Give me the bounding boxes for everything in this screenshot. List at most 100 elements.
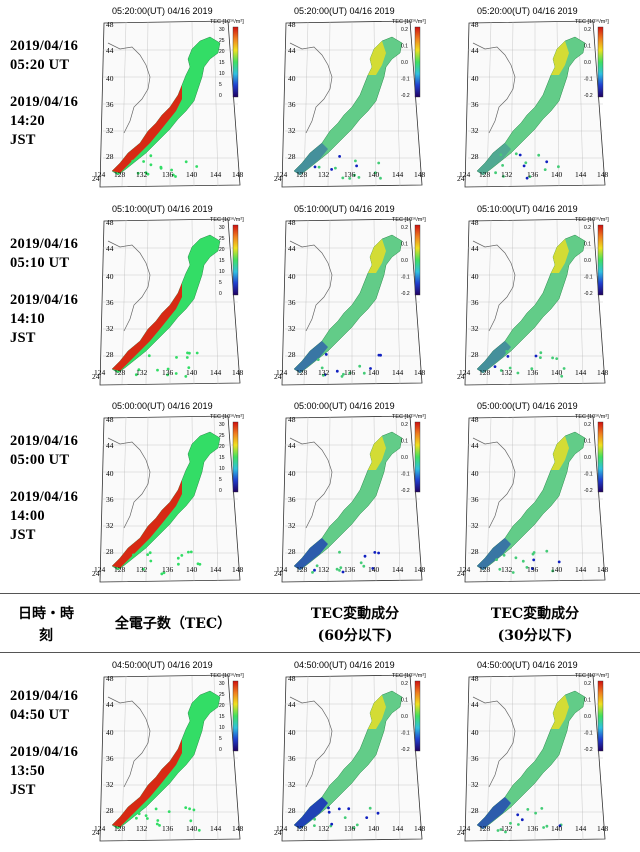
lon-label: 128 bbox=[479, 824, 491, 833]
tec-high-region bbox=[112, 283, 182, 371]
colorbar-tick: 0.0 bbox=[584, 258, 591, 264]
dtec30-map: 05:20:00(UT) 04/16 2019 48 44 40 36 32 28 24 124… bbox=[455, 3, 615, 195]
lat-label: 40 bbox=[106, 728, 114, 737]
lon-label: 148 bbox=[232, 170, 244, 179]
lon-label: 140 bbox=[368, 565, 380, 574]
header-tec: 全電子数（TEC） bbox=[114, 616, 232, 632]
tec-map: 05:00:00(UT) 04/16 2019 48 44 40 36 32 28 24 124… bbox=[90, 398, 250, 590]
colorbar-tick: 0.1 bbox=[584, 698, 591, 704]
coastline bbox=[289, 240, 333, 332]
colorbar-tick: 0.2 bbox=[584, 27, 591, 33]
colorbar-tick: -0.2 bbox=[584, 747, 593, 753]
header-dtec-30: TEC変動成分 (30分以下) bbox=[470, 603, 600, 647]
dtec-negative-region bbox=[477, 341, 511, 373]
colorbar bbox=[232, 224, 239, 296]
map-title: 05:00:00(UT) 04/16 2019 bbox=[112, 401, 213, 411]
header-datetime-line2: 刻 bbox=[39, 628, 53, 644]
colorbar-title: TEC [10¹⁶/m²] bbox=[575, 413, 609, 420]
lon-label: 124 bbox=[276, 170, 288, 179]
lat-label: 44 bbox=[288, 244, 296, 253]
lon-label: 136 bbox=[527, 170, 539, 179]
tec-map: 04:50:00(UT) 04/16 2019 48 44 40 36 32 28 24 124… bbox=[90, 657, 250, 849]
colorbar-tick: 0.2 bbox=[401, 422, 408, 428]
lat-label: 32 bbox=[106, 126, 114, 135]
colorbar-tick: 15 bbox=[219, 714, 225, 720]
lon-label: 128 bbox=[479, 368, 491, 377]
header-dtec-60-line1: TEC変動成分 bbox=[310, 606, 400, 622]
dtec-negative-region bbox=[294, 797, 328, 829]
colorbar-tick: 5 bbox=[219, 280, 222, 286]
lat-label: 40 bbox=[471, 469, 479, 478]
lon-label: 124 bbox=[459, 170, 471, 179]
lat-label: 36 bbox=[288, 298, 296, 307]
lon-label: 124 bbox=[94, 565, 106, 574]
colorbar-tick: -0.1 bbox=[584, 731, 593, 737]
lat-label: 44 bbox=[106, 244, 114, 253]
lon-label: 140 bbox=[551, 565, 563, 574]
lat-label: 32 bbox=[471, 126, 479, 135]
dtec-positive-region bbox=[551, 436, 569, 470]
lon-label: 148 bbox=[232, 368, 244, 377]
lat-label: 28 bbox=[106, 350, 114, 359]
colorbar-tick: -0.2 bbox=[401, 747, 410, 753]
header-top-rule bbox=[0, 593, 640, 594]
colorbar-tick: 20 bbox=[219, 444, 225, 450]
map-title: 05:00:00(UT) 04/16 2019 bbox=[477, 401, 578, 411]
lon-label: 140 bbox=[186, 824, 198, 833]
lat-label: 24 bbox=[92, 372, 100, 381]
lon-label: 140 bbox=[551, 170, 563, 179]
coastline bbox=[107, 696, 151, 788]
colorbar-tick: 0.0 bbox=[401, 60, 408, 66]
lat-label: 40 bbox=[471, 728, 479, 737]
lon-label: 136 bbox=[344, 565, 356, 574]
colorbar bbox=[414, 680, 421, 752]
lon-label: 132 bbox=[501, 368, 513, 377]
lon-label: 144 bbox=[392, 368, 404, 377]
header-datetime: 日時・時 刻 bbox=[6, 603, 86, 647]
lon-label: 132 bbox=[501, 170, 513, 179]
dtec-positive-region bbox=[551, 239, 569, 273]
colorbar-tick: 0.2 bbox=[401, 681, 408, 687]
lon-label: 136 bbox=[527, 368, 539, 377]
lat-label: 44 bbox=[288, 46, 296, 55]
lon-label: 124 bbox=[459, 368, 471, 377]
header-dtec-60-line2: (60分以下) bbox=[317, 628, 393, 644]
lon-label: 144 bbox=[392, 565, 404, 574]
colorbar-tick: 25 bbox=[219, 236, 225, 242]
lat-label: 44 bbox=[106, 441, 114, 450]
lon-label: 144 bbox=[210, 170, 222, 179]
colorbar-tick: 30 bbox=[219, 422, 225, 428]
colorbar-tick: 30 bbox=[219, 681, 225, 687]
date-jst: 2019/04/16 bbox=[10, 292, 79, 308]
colorbar-tick: -0.2 bbox=[584, 291, 593, 297]
colorbar-tick: -0.2 bbox=[401, 291, 410, 297]
lat-label: 36 bbox=[471, 495, 479, 504]
map-canvas: 05:20:00(UT) 04/16 2019 48 44 40 36 32 28 24124… bbox=[92, 6, 244, 188]
colorbar-title: TEC [10¹⁶/m²] bbox=[210, 413, 244, 420]
coastline bbox=[289, 42, 333, 134]
lon-label: 132 bbox=[136, 824, 148, 833]
lat-label: 24 bbox=[457, 569, 465, 578]
lon-label: 128 bbox=[114, 824, 126, 833]
lat-label: 48 bbox=[471, 415, 479, 424]
japan-landmass bbox=[111, 690, 221, 830]
coastline bbox=[107, 240, 151, 332]
dtec-negative-region bbox=[294, 538, 328, 570]
colorbar-tick: 0 bbox=[219, 747, 222, 753]
dtec-positive-region bbox=[368, 41, 386, 75]
lat-label: 48 bbox=[471, 218, 479, 227]
lat-label: 32 bbox=[288, 324, 296, 333]
lat-label: 36 bbox=[471, 754, 479, 763]
colorbar-tick: 0.0 bbox=[401, 714, 408, 720]
lon-label: 136 bbox=[162, 565, 174, 574]
date-ut: 2019/04/16 bbox=[10, 688, 79, 704]
colorbar-tick: -0.1 bbox=[401, 472, 410, 478]
lon-label: 148 bbox=[232, 565, 244, 574]
dtec-negative-region bbox=[477, 797, 511, 829]
lon-label: 148 bbox=[597, 170, 609, 179]
colorbar-tick: -0.2 bbox=[584, 93, 593, 99]
lon-label: 124 bbox=[276, 824, 288, 833]
lat-label: 36 bbox=[471, 100, 479, 109]
time-ut: 04:50 UT bbox=[10, 707, 70, 723]
lat-label: 40 bbox=[288, 469, 296, 478]
